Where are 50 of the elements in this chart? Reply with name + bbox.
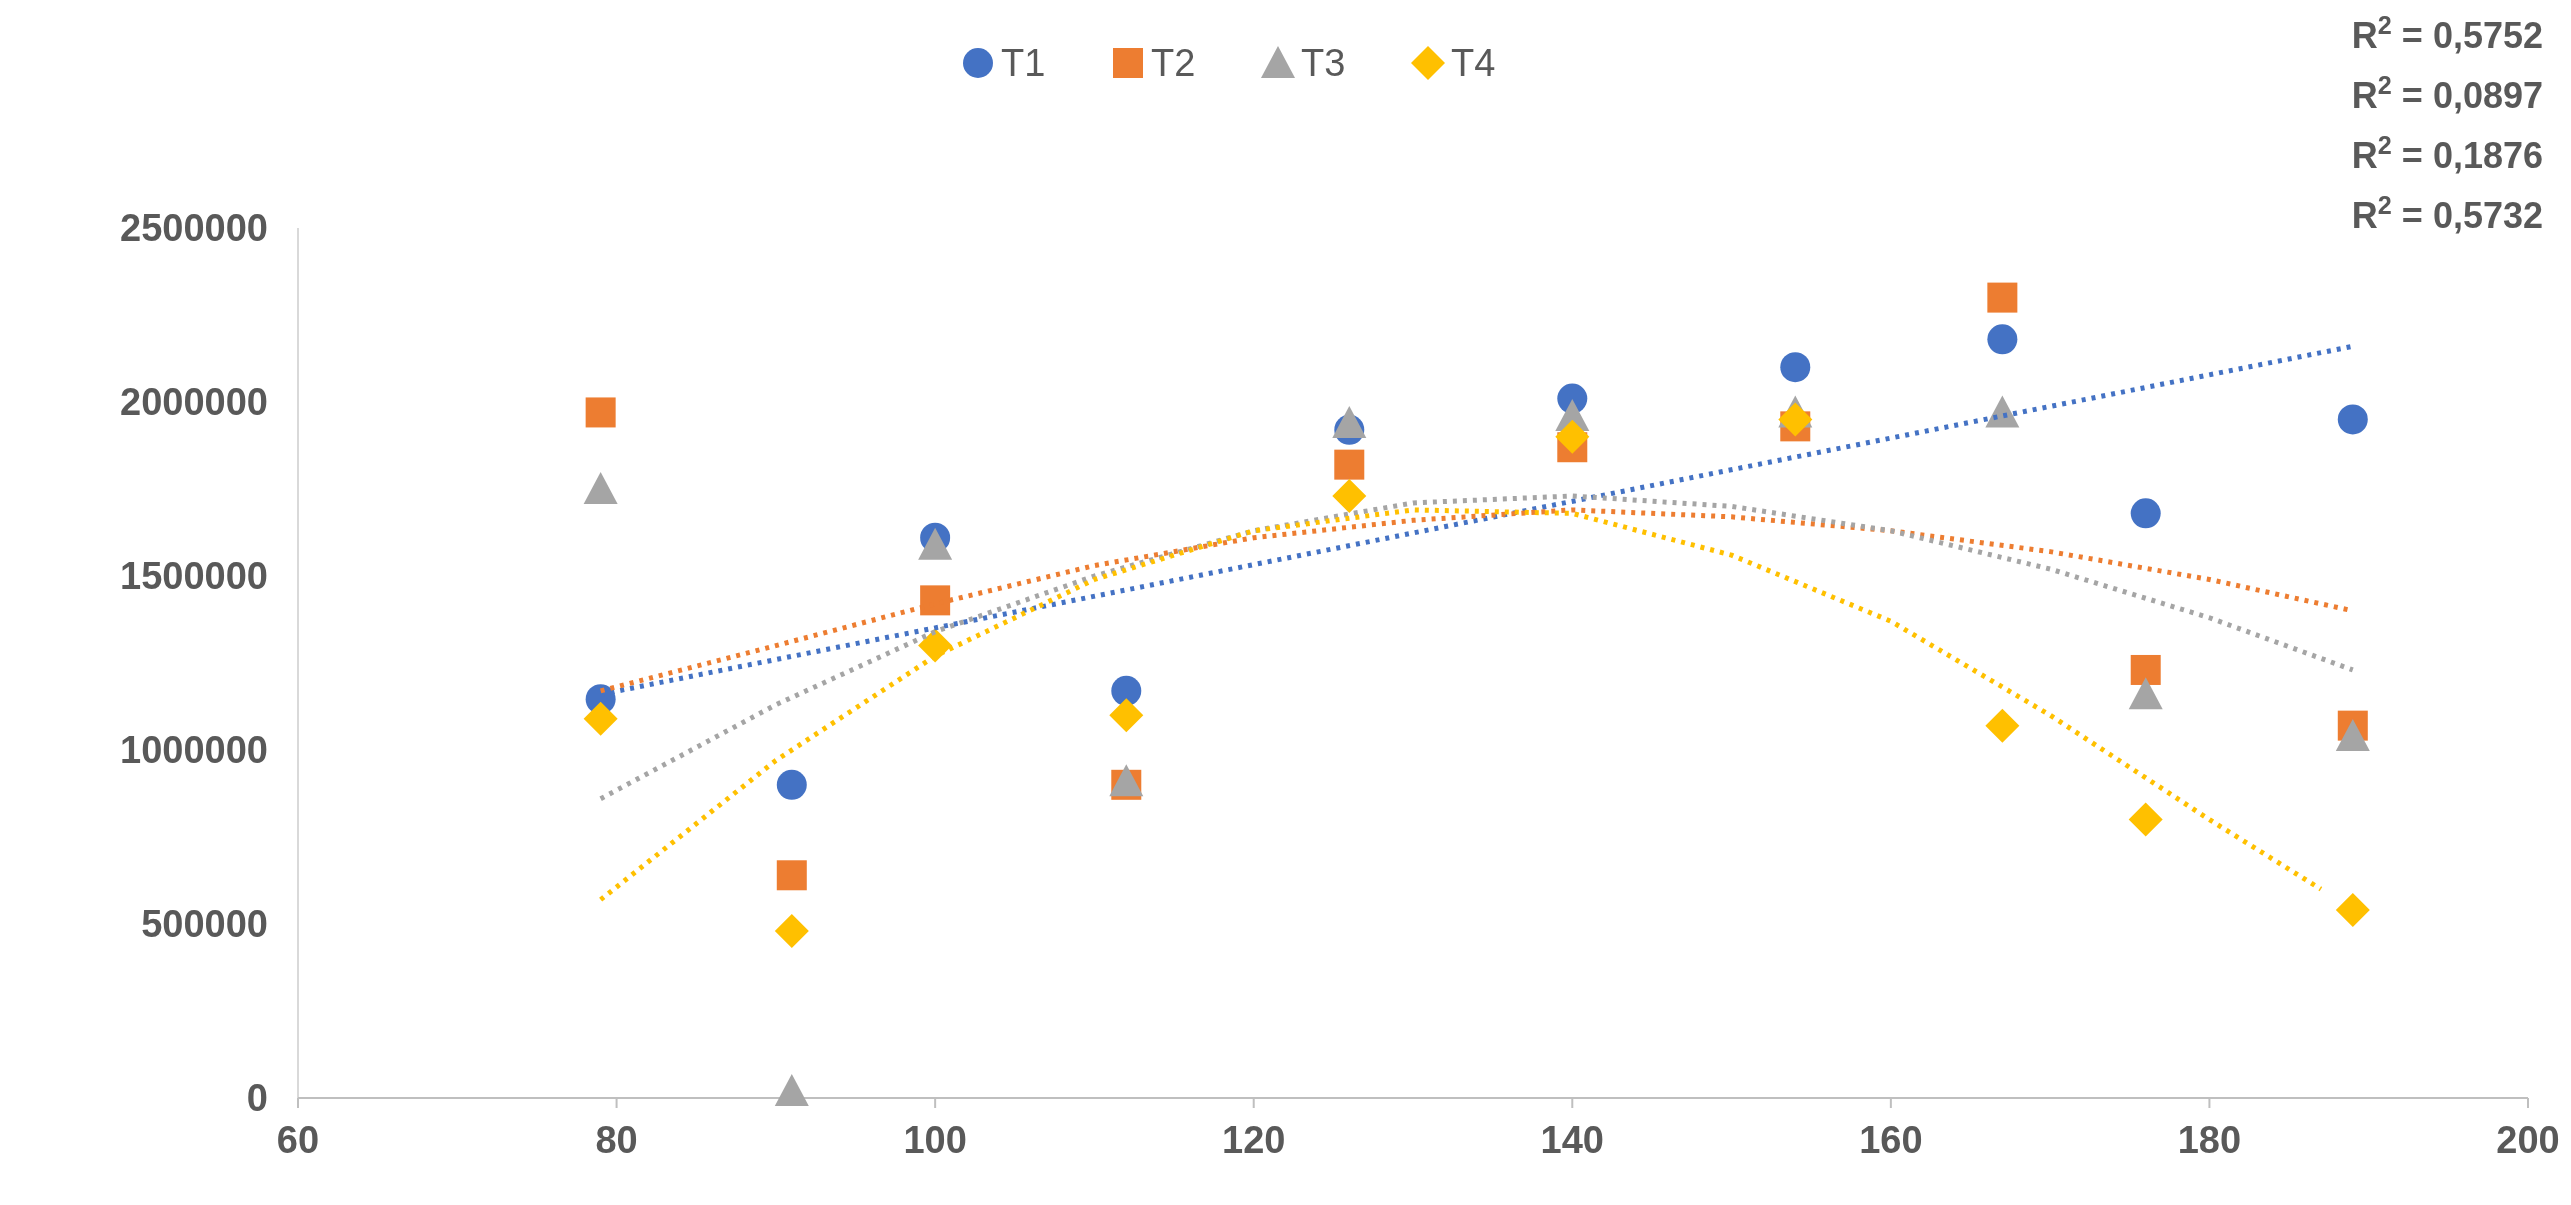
point bbox=[2335, 893, 2370, 928]
x-tick-label: 140 bbox=[1540, 1119, 1604, 1161]
x-tick-label: 200 bbox=[2496, 1119, 2560, 1161]
point bbox=[2130, 654, 2161, 685]
y-tick-label: 2500000 bbox=[120, 207, 268, 249]
point bbox=[920, 585, 951, 616]
text: R$^{2}$ = 0,1876 bbox=[2351, 131, 2543, 176]
annotation: R$^{2}$ = 0,5732 bbox=[2351, 191, 2543, 236]
point bbox=[918, 527, 953, 560]
point bbox=[2128, 677, 2163, 710]
x-tick-label: 60 bbox=[276, 1119, 320, 1161]
y-tick-label: 1000000 bbox=[120, 729, 268, 771]
y-tick-label: 500000 bbox=[141, 903, 268, 945]
y-tick-label: 2000000 bbox=[120, 381, 268, 423]
point bbox=[583, 472, 618, 504]
point bbox=[774, 1074, 809, 1107]
point bbox=[1985, 395, 2020, 428]
point bbox=[776, 860, 807, 891]
legend-label: T2 bbox=[1151, 42, 1196, 84]
point bbox=[1987, 324, 2018, 355]
point bbox=[1987, 282, 2018, 313]
point bbox=[776, 769, 807, 800]
point bbox=[2337, 404, 2368, 435]
x-tick-label: 180 bbox=[2177, 1119, 2242, 1161]
legend-label: T4 bbox=[1451, 42, 1496, 84]
point bbox=[1109, 698, 1144, 733]
point bbox=[1111, 675, 1142, 706]
y-tick-label: 1500000 bbox=[120, 555, 268, 597]
point bbox=[2335, 719, 2370, 752]
point bbox=[1555, 419, 1590, 454]
y-tick-label: 0 bbox=[246, 1077, 268, 1119]
point bbox=[2128, 802, 2163, 837]
legend-label: T1 bbox=[1001, 42, 1046, 84]
point bbox=[583, 701, 618, 736]
point bbox=[1334, 449, 1365, 480]
x-tick-label: 120 bbox=[1222, 1119, 1286, 1161]
point bbox=[1780, 352, 1811, 383]
text: R$^{2}$ = 0,5752 bbox=[2351, 11, 2543, 56]
legend-label: T3 bbox=[1301, 42, 1346, 84]
point bbox=[1778, 402, 1813, 437]
point bbox=[2130, 498, 2161, 529]
point bbox=[1332, 405, 1367, 438]
point bbox=[585, 397, 616, 428]
x-tick-label: 80 bbox=[595, 1119, 638, 1161]
x-tick-label: 160 bbox=[1859, 1119, 1923, 1161]
text: R$^{2}$ = 0,0897 bbox=[2351, 71, 2543, 116]
point bbox=[1985, 708, 2020, 743]
point bbox=[1332, 478, 1367, 513]
point bbox=[774, 913, 809, 948]
x-tick-label: 100 bbox=[903, 1119, 967, 1161]
